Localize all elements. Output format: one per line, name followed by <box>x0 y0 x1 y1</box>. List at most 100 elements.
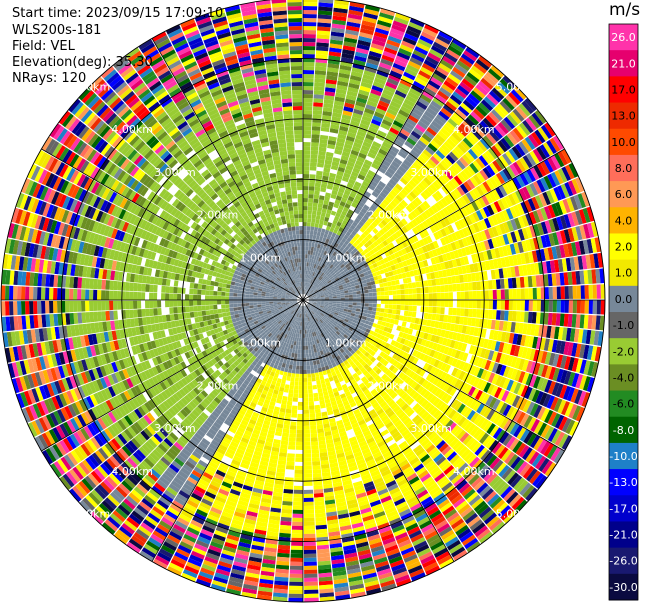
ppi-cell <box>328 136 337 142</box>
ppi-cell <box>360 28 374 36</box>
ppi-cell <box>561 166 572 181</box>
ppi-cell <box>439 314 445 322</box>
ppi-cell <box>318 2 333 8</box>
ppi-cell <box>506 132 518 146</box>
ppi-cell <box>448 45 463 57</box>
ppi-cell <box>476 290 481 300</box>
ppi-cell <box>518 322 524 334</box>
ppi-cell <box>307 202 313 207</box>
ppi-cell <box>449 94 463 106</box>
ppi-cell <box>464 205 472 215</box>
ppi-cell <box>385 81 398 90</box>
ppi-cell <box>286 404 292 410</box>
ppi-cell <box>472 290 477 300</box>
ppi-cell <box>363 312 368 317</box>
ppi-cell <box>575 177 585 193</box>
ppi-cell <box>376 307 381 312</box>
ppi-cell <box>348 302 353 305</box>
ppi-cell <box>323 220 328 226</box>
ppi-cell <box>500 119 513 132</box>
ppi-cell <box>312 110 323 115</box>
ppi-cell <box>372 201 380 208</box>
ppi-cell <box>482 135 494 147</box>
ppi-cell <box>344 37 358 44</box>
ppi-cell <box>296 361 300 366</box>
ppi-cell <box>362 316 367 321</box>
ppi-cell <box>354 208 361 215</box>
ppi-cell <box>348 297 353 300</box>
ppi-cell <box>392 120 404 129</box>
ppi-cell <box>372 211 379 218</box>
ppi-cell <box>510 219 518 231</box>
ppi-cell <box>337 76 350 83</box>
ppi-cell <box>304 266 307 271</box>
ppi-cell <box>359 312 364 316</box>
ppi-cell <box>309 300 313 301</box>
ppi-cell <box>498 155 509 168</box>
ppi-cell <box>444 170 454 180</box>
ppi-cell <box>369 214 377 221</box>
ppi-cell <box>309 178 316 183</box>
ppi-cell <box>520 253 527 265</box>
ppi-cell <box>452 38 467 50</box>
ppi-cell <box>385 261 391 268</box>
ppi-cell <box>307 218 312 223</box>
ppi-cell <box>559 341 566 355</box>
ppi-cell <box>431 249 438 257</box>
ppi-cell <box>473 108 485 120</box>
ppi-cell <box>442 124 454 135</box>
ppi-cell <box>488 147 499 160</box>
ppi-cell <box>332 186 339 192</box>
ppi-cell <box>308 297 313 299</box>
ppi-cell <box>418 239 426 247</box>
ppi-cell <box>332 304 337 307</box>
ppi-cell <box>430 155 440 166</box>
ppi-cell <box>322 111 332 117</box>
ppi-cell <box>326 234 332 240</box>
ppi-cell <box>581 255 588 270</box>
ppi-cell <box>569 328 576 342</box>
ppi-cell <box>384 156 393 164</box>
ppi-cell <box>308 296 313 299</box>
ppi-cell <box>404 140 415 150</box>
ppi-cell <box>368 184 376 191</box>
ppi-cell <box>363 286 369 291</box>
ppi-cell <box>412 107 424 117</box>
ppi-cell <box>344 139 354 146</box>
ppi-cell <box>365 266 371 272</box>
ppi-cell <box>312 122 321 127</box>
ppi-cell <box>414 248 421 256</box>
ppi-cell <box>486 339 493 350</box>
ppi-cell <box>321 254 326 259</box>
ppi-cell <box>380 122 391 131</box>
ppi-cell <box>344 277 349 282</box>
ppi-cell <box>344 33 359 40</box>
ppi-cell <box>381 263 387 269</box>
ppi-cell <box>590 238 598 253</box>
ppi-cell <box>282 395 288 401</box>
ppi-cell <box>527 311 533 324</box>
ppi-cell <box>294 349 298 354</box>
ppi-cell <box>303 174 310 179</box>
ppi-cell <box>395 314 400 320</box>
ppi-cell <box>393 274 399 281</box>
ppi-cell <box>361 239 367 245</box>
ppi-cell <box>458 219 466 229</box>
ppi-cell <box>293 501 303 506</box>
ppi-cell <box>368 296 373 300</box>
ppi-cell <box>516 175 526 188</box>
ppi-cell <box>330 124 340 130</box>
ppi-cell <box>303 110 313 115</box>
ppi-cell <box>314 190 320 196</box>
ppi-cell <box>317 367 323 373</box>
ppi-cell <box>304 569 318 574</box>
ppi-cell <box>348 278 354 282</box>
ppi-cell <box>310 429 317 434</box>
ppi-cell <box>406 277 412 283</box>
ppi-cell <box>307 341 311 346</box>
ppi-cell <box>552 135 564 150</box>
ppi-cell <box>553 398 563 413</box>
ppi-cell <box>371 284 376 289</box>
ppi-cell <box>331 279 336 283</box>
ppi-cell <box>325 266 330 271</box>
